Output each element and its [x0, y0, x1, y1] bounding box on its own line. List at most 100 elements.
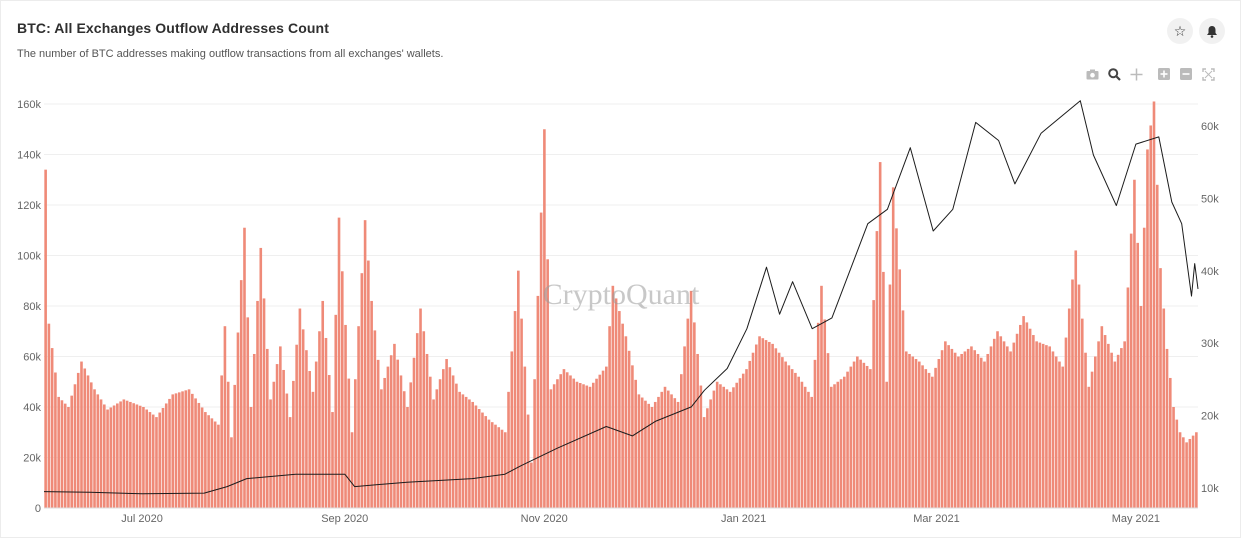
bar [631, 365, 634, 508]
bar [1120, 348, 1123, 508]
bar [663, 386, 667, 508]
bar [67, 407, 70, 508]
bar [422, 331, 426, 508]
bar [992, 338, 996, 508]
bar [1084, 352, 1087, 508]
watermark: CryptoQuant [543, 278, 700, 311]
bar [598, 374, 602, 508]
bar [872, 300, 875, 508]
bar [298, 308, 302, 508]
bell-icon [1207, 25, 1217, 38]
bar [314, 361, 318, 508]
notification-button[interactable] [1199, 18, 1225, 44]
bar [1038, 342, 1042, 508]
x-tick-label: Nov 2020 [521, 513, 568, 525]
bar [1188, 438, 1192, 508]
y-left-tick-label: 160k [17, 99, 41, 111]
bar [135, 404, 139, 508]
zoom-button[interactable] [1107, 67, 1121, 81]
bar [484, 416, 488, 508]
zoom-in-button[interactable] [1157, 67, 1171, 81]
bar [865, 365, 869, 508]
bar [800, 381, 804, 508]
bar [895, 228, 898, 508]
bar [376, 359, 380, 508]
bar [409, 382, 413, 508]
favorite-button[interactable]: ☆ [1167, 18, 1193, 44]
bar [986, 353, 990, 508]
bar [859, 359, 862, 508]
bar [1087, 386, 1091, 508]
bar [1152, 101, 1156, 508]
bar [93, 389, 96, 508]
bar [184, 390, 188, 508]
bar [989, 346, 993, 508]
bar [1094, 356, 1097, 508]
bar [790, 369, 794, 508]
bar [187, 389, 191, 508]
bar [1074, 250, 1078, 508]
y-left-tick-label: 100k [17, 251, 41, 263]
y-right-tick-label: 20k [1201, 411, 1219, 423]
bar [846, 371, 849, 508]
bar [177, 392, 181, 508]
bar [138, 405, 142, 508]
bar [813, 359, 817, 508]
bar [129, 401, 132, 508]
bar [1067, 308, 1071, 508]
bar [252, 353, 256, 508]
pan-button[interactable] [1129, 67, 1143, 81]
bar [1139, 306, 1143, 508]
bar [777, 352, 781, 508]
bar [340, 271, 344, 508]
bar [582, 384, 585, 508]
zoom-out-button[interactable] [1179, 67, 1193, 81]
bar [856, 356, 859, 508]
bar [164, 403, 168, 508]
bar [204, 412, 207, 508]
bar [875, 231, 879, 508]
bar [1107, 343, 1110, 508]
bar [676, 401, 680, 508]
bar [451, 375, 455, 508]
bar [588, 386, 592, 508]
bar [963, 351, 967, 508]
bar [155, 417, 158, 508]
bar [269, 399, 272, 508]
y-left-tick-label: 140k [17, 150, 41, 162]
bar [562, 369, 566, 508]
bar [425, 353, 429, 508]
bar [1155, 184, 1159, 509]
bar [634, 379, 637, 508]
bar [318, 331, 321, 508]
x-tick-label: Mar 2021 [913, 513, 959, 525]
bar [1129, 233, 1133, 508]
bar [292, 380, 295, 508]
bar [83, 368, 87, 508]
bar [1002, 341, 1006, 508]
bar [725, 389, 729, 508]
autoscale-button[interactable] [1201, 67, 1215, 81]
bar [386, 366, 390, 508]
y-right-tick-label: 40k [1201, 266, 1219, 278]
star-icon: ☆ [1173, 22, 1187, 39]
bar [158, 412, 162, 508]
bar [1019, 324, 1022, 508]
bar [354, 379, 357, 508]
bar [849, 366, 853, 508]
bar [461, 394, 465, 508]
bar [644, 400, 647, 508]
bar [908, 353, 911, 508]
zoom-in-icon [1158, 68, 1170, 80]
bar [1136, 242, 1139, 508]
bar [350, 432, 354, 508]
bar [869, 369, 872, 508]
bar [670, 394, 673, 508]
bar [334, 314, 338, 508]
bar [552, 384, 556, 508]
bar [99, 399, 103, 508]
bar [653, 401, 657, 508]
download-png-button[interactable] [1085, 67, 1099, 81]
bar [279, 346, 282, 508]
